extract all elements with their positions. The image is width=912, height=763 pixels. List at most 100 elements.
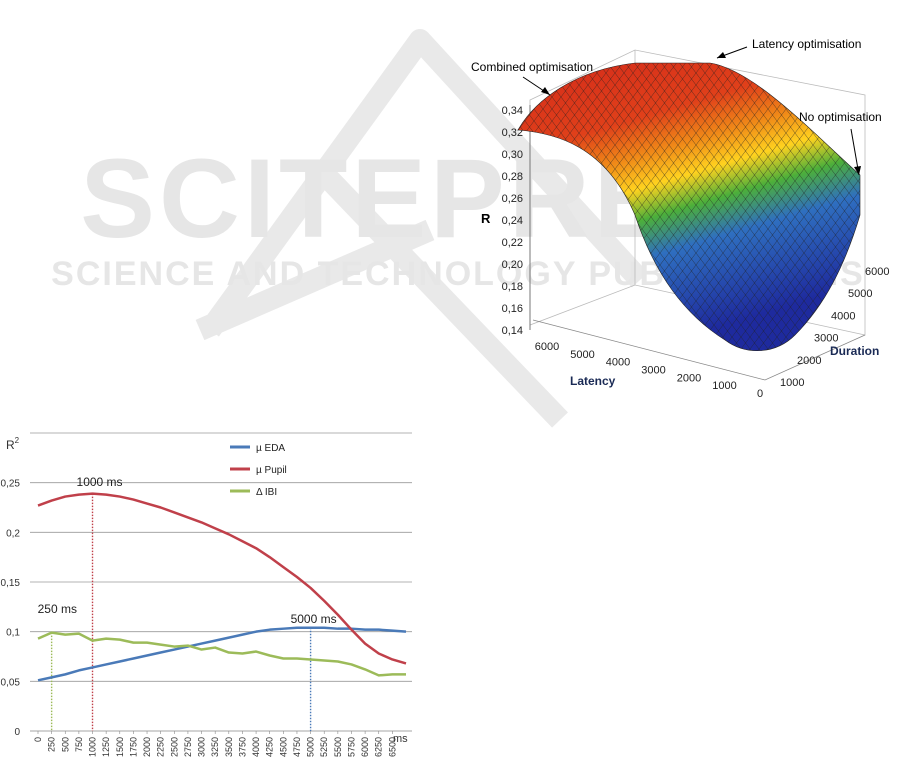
surface-mesh-line	[455, 45, 465, 365]
series-line	[37, 631, 406, 677]
x-tick-label: 2000	[142, 737, 152, 757]
duration-tick-label: 6000	[865, 266, 889, 278]
annotation-no-optimisation-arrowhead	[854, 166, 861, 175]
surface-mesh-line	[746, 63, 860, 351]
legend-label: Δ IBI	[256, 487, 277, 498]
surface-mesh-line	[764, 63, 860, 351]
surface-mesh-line	[518, 63, 529, 351]
surface-mesh-line	[701, 63, 860, 351]
legend-label: µ Pupil	[256, 465, 287, 476]
surface-mesh-line	[518, 63, 538, 351]
base-axes	[532, 319, 866, 381]
legend: µ EDA µ Pupil Δ IBI	[230, 443, 287, 498]
x-tick-label: 5750	[346, 737, 356, 757]
y-tick-label: 0,25	[1, 479, 21, 490]
line-chart: R2 0 0,05 0,1 0,15 0,2 0,25 0 250 500 750 1000 125…	[1, 432, 412, 757]
latency-tick-label: 6000	[535, 341, 559, 353]
z-tick-label: 0,22	[502, 237, 523, 249]
z-tick-label: 0,20	[502, 259, 523, 271]
surface-mesh-line	[737, 63, 860, 351]
z-tick-label: 0,18	[502, 281, 523, 293]
surface-mesh-line	[455, 45, 510, 365]
surface-mesh-line	[728, 63, 860, 351]
surface-mesh-line	[518, 63, 556, 351]
x-tick-label: 750	[74, 737, 84, 752]
duration-tick-label: 3000	[814, 333, 838, 345]
x-tick-label: 2250	[156, 737, 166, 757]
series-lines	[37, 492, 407, 682]
watermark-swoosh-shape	[195, 29, 649, 428]
surface-mesh-line	[518, 63, 601, 351]
surface-mesh-line	[518, 63, 619, 351]
x-tick-label: 6000	[360, 737, 370, 757]
annotation-combined-optimisation: Combined optimisation	[471, 60, 593, 74]
annotation-no-optimisation: No optimisation	[799, 110, 882, 124]
x-axis-unit: ms	[393, 733, 408, 745]
z-tick-label: 0,30	[502, 149, 523, 161]
surface-mesh-line	[518, 63, 592, 351]
x-tick-label: 0	[33, 737, 43, 742]
x-tick-label: 4250	[265, 737, 275, 757]
x-tick-label: 500	[60, 737, 70, 752]
duration-axis-label: Duration	[830, 344, 879, 358]
annotation-combined-arrowhead	[541, 87, 550, 95]
surface-mesh-line	[719, 63, 860, 351]
surface-mesh-line	[665, 63, 860, 351]
y-tick-label: 0	[14, 727, 20, 738]
x-tick-labels: 0 250 500 750 1000 1250 1500 1750 2000 2250 2500 27…	[33, 731, 397, 757]
x-tick-label: 4500	[278, 737, 288, 757]
y-tick-labels: 0 0,05 0,1 0,15 0,2 0,25	[1, 479, 21, 738]
x-tick-label: 1000	[88, 737, 98, 757]
surface-mesh-line	[455, 45, 510, 365]
surface-body	[517, 62, 861, 351]
surface-mesh-line	[518, 63, 529, 351]
surface-mesh-line	[455, 45, 483, 365]
z-tick-label: 0,26	[502, 193, 523, 205]
surface-mesh-line	[455, 45, 474, 365]
latency-tick-label: 1000	[712, 380, 736, 392]
latency-tick-label: 3000	[641, 365, 665, 377]
latency-tick-label: 5000	[570, 349, 594, 361]
x-tick-label: 4750	[292, 737, 302, 757]
x-tick-label: 5500	[333, 737, 343, 757]
surface-mesh-line	[455, 45, 483, 365]
latency-tick-label: 4000	[606, 357, 630, 369]
latency-axis-label: Latency	[570, 374, 616, 388]
annotation-latency-arrowhead	[717, 52, 726, 58]
z-tick-label: 0,14	[502, 325, 523, 337]
surface-mesh-line	[773, 63, 860, 351]
y-tick-label: 0,05	[1, 677, 21, 688]
x-tick-label: 1750	[128, 737, 138, 757]
surface-mesh-line	[518, 63, 538, 351]
marker-lines: 250 ms 1000 ms 5000 ms	[38, 475, 337, 731]
marker-label: 250 ms	[38, 602, 77, 616]
z-tick-label: 0,32	[502, 127, 523, 139]
surface-mesh-line	[710, 63, 860, 351]
latency-tick-labels: 6000 5000 4000 3000 2000 1000 0	[535, 341, 763, 400]
z-tick-label: 0,34	[502, 105, 523, 117]
surface-mesh-line	[518, 63, 610, 351]
marker-label: 5000 ms	[291, 612, 337, 626]
x-tick-label: 3000	[197, 737, 207, 757]
duration-tick-labels: 1000 2000 3000 4000 5000 6000	[780, 266, 889, 389]
surface-mesh-line	[518, 63, 520, 351]
surface-mesh-line	[518, 63, 547, 351]
x-tick-label: 250	[47, 737, 57, 752]
surface-mesh-line	[518, 63, 628, 351]
latency-tick-label: 2000	[677, 372, 701, 384]
legend-label: µ EDA	[256, 443, 285, 454]
x-tick-label: 2750	[183, 737, 193, 757]
annotation-latency-optimisation: Latency optimisation	[752, 37, 861, 51]
surface-mesh-line	[455, 45, 474, 365]
series-line	[37, 492, 407, 665]
surface-mesh-line	[455, 45, 501, 365]
x-tick-label: 2500	[169, 737, 179, 757]
surface-mesh-line	[518, 63, 556, 351]
y-axis-label-r: R	[6, 438, 15, 452]
x-tick-label: 3750	[237, 737, 247, 757]
latency-tick-label: 0	[757, 388, 763, 400]
surface-mesh-line	[755, 63, 860, 351]
x-tick-label: 3250	[210, 737, 220, 757]
surface-mesh-line	[518, 63, 520, 351]
x-tick-label: 6500	[387, 737, 397, 757]
